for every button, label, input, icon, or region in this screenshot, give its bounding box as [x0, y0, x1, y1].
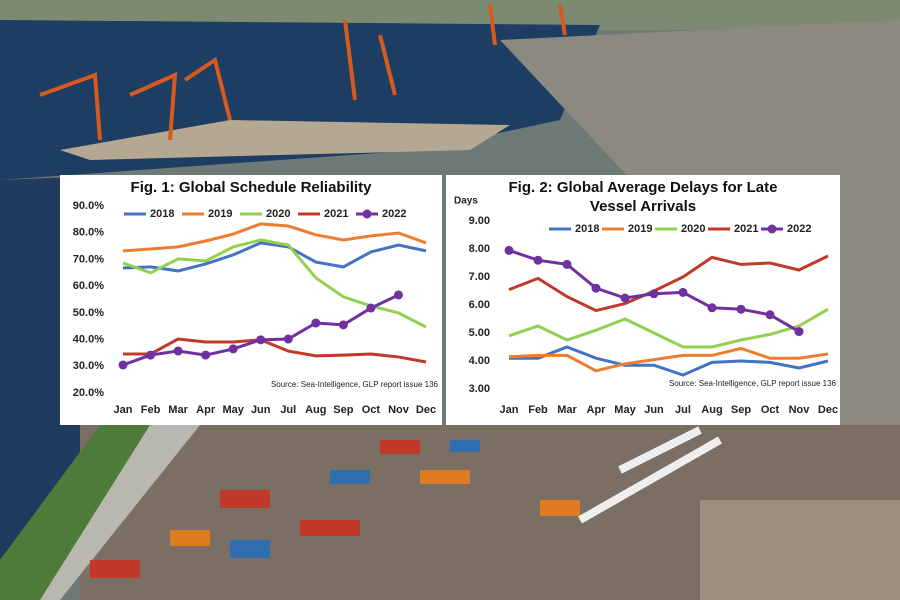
- y-tick-label: 90.0%: [73, 200, 104, 212]
- point-marker: [533, 255, 543, 265]
- legend-label: 2020: [681, 223, 705, 235]
- point-marker: [649, 289, 659, 299]
- series-line: [508, 254, 829, 313]
- x-tick-label: Jul: [280, 404, 296, 416]
- point-marker: [765, 310, 775, 320]
- legend-label: 2018: [575, 223, 599, 235]
- legend-label: 2022: [787, 223, 811, 235]
- x-tick-label: Feb: [141, 404, 161, 416]
- chart: 3.00 4.00 5.00 6.00 7.00 8.00 9.00 Jan Feb Mar Apr…: [454, 196, 838, 416]
- point-marker: [794, 327, 804, 337]
- y-tick-label: 60.0%: [73, 280, 104, 292]
- x-tick-label: Feb: [528, 404, 548, 416]
- y-tick-label: 3.00: [469, 383, 490, 395]
- point-marker: [707, 303, 717, 313]
- x-tick-label: Nov: [789, 404, 811, 416]
- point-marker: [591, 283, 601, 293]
- point-marker: [173, 346, 183, 356]
- x-tick-label: May: [222, 404, 244, 416]
- x-tick-label: Jan: [114, 404, 133, 416]
- x-tick-label: Jun: [644, 404, 664, 416]
- chart: 20.0% 30.0% 40.0% 50.0% 60.0% 70.0% 80.0% 90.0%…: [73, 200, 439, 416]
- y-tick-label: 50.0%: [73, 307, 104, 319]
- point-marker: [338, 320, 348, 330]
- point-marker: [201, 350, 211, 360]
- y-tick-label: 6.00: [469, 299, 490, 311]
- series-line: [509, 345, 829, 377]
- chart-panel: 3.00 4.00 5.00 6.00 7.00 8.00 9.00 Jan Feb Mar Apr…: [446, 175, 840, 425]
- point-marker: [393, 290, 403, 300]
- source-note: Source: Sea-Intelligence, GLP report iss…: [669, 379, 837, 388]
- x-tick-label: Dec: [818, 404, 838, 416]
- x-tick-label: Sep: [731, 404, 751, 416]
- legend-label: 2020: [266, 208, 290, 220]
- x-tick-label: Apr: [587, 404, 607, 416]
- y-tick-label: 7.00: [469, 271, 490, 283]
- series-line: [508, 346, 829, 373]
- legend-label: 2019: [208, 208, 232, 220]
- source-note: Source: Sea-Intelligence, GLP report iss…: [271, 380, 439, 389]
- legend-label: 2021: [324, 208, 348, 220]
- x-tick-label: Aug: [305, 404, 326, 416]
- y-tick-label: 20.0%: [73, 387, 104, 399]
- y-tick-label: 9.00: [469, 215, 490, 227]
- legend-label: 2021: [734, 223, 758, 235]
- y-tick-label: 70.0%: [73, 253, 104, 265]
- series-line: [122, 222, 427, 253]
- x-tick-label: Dec: [416, 404, 436, 416]
- chart-panel: 20.0% 30.0% 40.0% 50.0% 60.0% 70.0% 80.0% 90.0%…: [60, 175, 442, 425]
- point-marker: [678, 287, 688, 297]
- y-tick-label: 30.0%: [73, 360, 104, 372]
- point-marker: [228, 344, 238, 354]
- y-tick-label: 4.00: [469, 355, 490, 367]
- point-marker: [366, 303, 376, 313]
- y-tick-label: 40.0%: [73, 333, 104, 345]
- legend-label: 2022: [382, 208, 406, 220]
- series-line: [122, 241, 427, 273]
- x-tick-label: Jun: [251, 404, 271, 416]
- chart-title: Fig. 2: Global Average Delays for Late V…: [508, 179, 778, 215]
- x-tick-label: Sep: [333, 404, 353, 416]
- x-tick-label: Jul: [675, 404, 691, 416]
- legend-marker: [362, 209, 372, 219]
- legend-label: 2019: [628, 223, 652, 235]
- point-marker: [118, 360, 128, 370]
- x-tick-label: Aug: [701, 404, 722, 416]
- x-tick-label: Mar: [168, 404, 188, 416]
- point-marker: [562, 259, 572, 269]
- x-tick-label: Oct: [362, 404, 381, 416]
- chart-title: Fig. 1: Global Schedule Reliability: [130, 179, 372, 196]
- series-line: [122, 238, 427, 329]
- y-tick-label: 8.00: [469, 243, 490, 255]
- x-tick-label: May: [614, 404, 636, 416]
- point-marker: [504, 245, 514, 255]
- point-marker: [311, 318, 321, 328]
- x-tick-label: Mar: [557, 404, 577, 416]
- point-marker: [256, 335, 266, 345]
- point-marker: [283, 334, 293, 344]
- series-line: [508, 307, 829, 349]
- x-tick-label: Jan: [500, 404, 519, 416]
- legend-label: 2018: [150, 208, 174, 220]
- y-axis-label: Days: [454, 196, 478, 207]
- x-tick-label: Apr: [196, 404, 216, 416]
- point-marker: [736, 304, 746, 314]
- y-tick-label: 5.00: [469, 327, 490, 339]
- legend-marker: [767, 224, 777, 234]
- series-line: [123, 337, 427, 364]
- point-marker: [146, 350, 156, 360]
- x-tick-label: Oct: [761, 404, 780, 416]
- y-tick-label: 80.0%: [73, 227, 104, 239]
- x-tick-label: Nov: [388, 404, 410, 416]
- point-marker: [620, 293, 630, 303]
